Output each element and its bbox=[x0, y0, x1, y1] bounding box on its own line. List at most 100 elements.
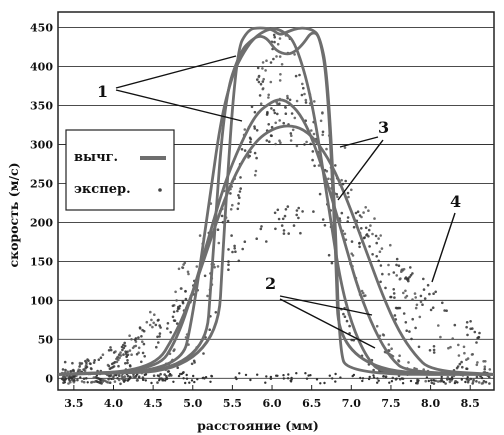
experimental-point bbox=[475, 375, 479, 379]
experimental-point bbox=[344, 179, 348, 183]
experimental-point bbox=[445, 309, 448, 313]
experimental-point bbox=[247, 156, 250, 159]
experimental-point bbox=[269, 61, 273, 64]
experimental-point bbox=[465, 321, 469, 324]
experimental-point bbox=[304, 101, 308, 104]
experimental-point bbox=[395, 257, 399, 261]
experimental-point bbox=[109, 346, 112, 349]
experimental-point bbox=[442, 380, 445, 384]
experimental-point bbox=[255, 237, 258, 240]
experimental-point bbox=[310, 129, 313, 132]
experimental-point bbox=[78, 369, 82, 372]
experimental-point bbox=[270, 107, 273, 110]
experimental-point bbox=[466, 357, 470, 360]
experimental-point bbox=[325, 169, 329, 173]
experimental-point bbox=[282, 374, 285, 377]
experimental-point bbox=[172, 380, 175, 383]
experimental-point bbox=[362, 211, 365, 214]
experimental-point bbox=[241, 247, 244, 251]
experimental-point bbox=[384, 286, 387, 290]
experimental-point bbox=[281, 217, 285, 221]
y-tick-label: 250 bbox=[30, 177, 53, 190]
experimental-point bbox=[253, 151, 257, 155]
computed-curve-3 bbox=[57, 27, 494, 376]
experimental-point bbox=[317, 164, 321, 167]
experimental-point bbox=[152, 321, 155, 325]
experimental-point bbox=[130, 353, 133, 357]
experimental-point bbox=[84, 359, 87, 363]
x-axis-label: расстояние (мм) bbox=[197, 418, 319, 433]
experimental-point bbox=[286, 94, 289, 98]
experimental-point bbox=[76, 370, 80, 373]
experimental-point bbox=[464, 380, 467, 384]
experimental-point bbox=[377, 379, 380, 382]
experimental-point bbox=[367, 235, 370, 238]
computed-curves bbox=[57, 26, 495, 376]
experimental-point bbox=[431, 306, 435, 310]
experimental-point bbox=[331, 377, 334, 380]
experimental-point bbox=[318, 192, 322, 196]
experimental-point bbox=[432, 292, 435, 296]
experimental-point bbox=[376, 381, 379, 384]
experimental-point bbox=[238, 190, 242, 193]
experimental-point bbox=[419, 300, 423, 304]
experimental-point bbox=[164, 379, 167, 382]
experimental-point bbox=[304, 98, 308, 102]
experimental-point bbox=[236, 207, 240, 211]
experimental-point bbox=[253, 173, 257, 177]
experimental-point bbox=[305, 377, 309, 380]
experimental-point bbox=[124, 350, 127, 354]
experimental-point bbox=[261, 80, 265, 83]
experimental-point bbox=[284, 112, 288, 115]
experimental-point bbox=[196, 378, 199, 381]
experimental-point bbox=[129, 376, 132, 379]
experimental-point bbox=[181, 300, 185, 304]
experimental-point bbox=[287, 232, 291, 235]
experimental-point bbox=[122, 376, 125, 379]
experimental-point bbox=[261, 67, 264, 70]
experimental-point bbox=[255, 78, 259, 81]
experimental-point bbox=[128, 334, 131, 338]
experimental-point bbox=[371, 253, 374, 256]
experimental-point bbox=[471, 380, 475, 384]
experimental-point bbox=[469, 377, 473, 381]
experimental-point bbox=[466, 333, 469, 337]
x-tick-label: 4.5 bbox=[144, 397, 163, 410]
experimental-point bbox=[406, 277, 410, 280]
experimental-point bbox=[350, 338, 354, 342]
experimental-point bbox=[279, 73, 282, 76]
experimental-point bbox=[449, 345, 452, 349]
experimental-point bbox=[465, 325, 468, 329]
experimental-point bbox=[440, 375, 443, 379]
experimental-point bbox=[169, 331, 172, 334]
experimental-point bbox=[261, 61, 265, 64]
experimental-point bbox=[292, 224, 296, 227]
experimental-point bbox=[395, 263, 398, 267]
experimental-point bbox=[112, 375, 115, 378]
experimental-point bbox=[229, 208, 233, 211]
experimental-point bbox=[361, 379, 364, 383]
experimental-point bbox=[379, 280, 382, 284]
experimental-point bbox=[301, 210, 304, 213]
experimental-point bbox=[363, 236, 366, 239]
experimental-point bbox=[446, 378, 449, 381]
experimental-point bbox=[444, 382, 447, 385]
experimental-point bbox=[334, 164, 337, 167]
experimental-point bbox=[282, 121, 286, 125]
experimental-point bbox=[295, 213, 299, 217]
experimental-point bbox=[82, 380, 86, 384]
experimental-point bbox=[276, 208, 280, 212]
x-tick-label: 7.0 bbox=[342, 397, 361, 410]
experimental-point bbox=[304, 372, 307, 375]
experimental-point bbox=[289, 380, 293, 383]
experimental-point bbox=[346, 216, 350, 219]
experimental-point bbox=[291, 128, 295, 132]
experimental-point bbox=[321, 112, 324, 115]
experimental-point bbox=[144, 379, 147, 382]
experimental-point bbox=[123, 379, 127, 382]
experimental-point bbox=[410, 337, 413, 341]
experimental-point bbox=[488, 375, 491, 379]
experimental-point bbox=[233, 247, 236, 250]
experimental-point bbox=[354, 211, 358, 215]
experimental-point bbox=[298, 73, 301, 77]
